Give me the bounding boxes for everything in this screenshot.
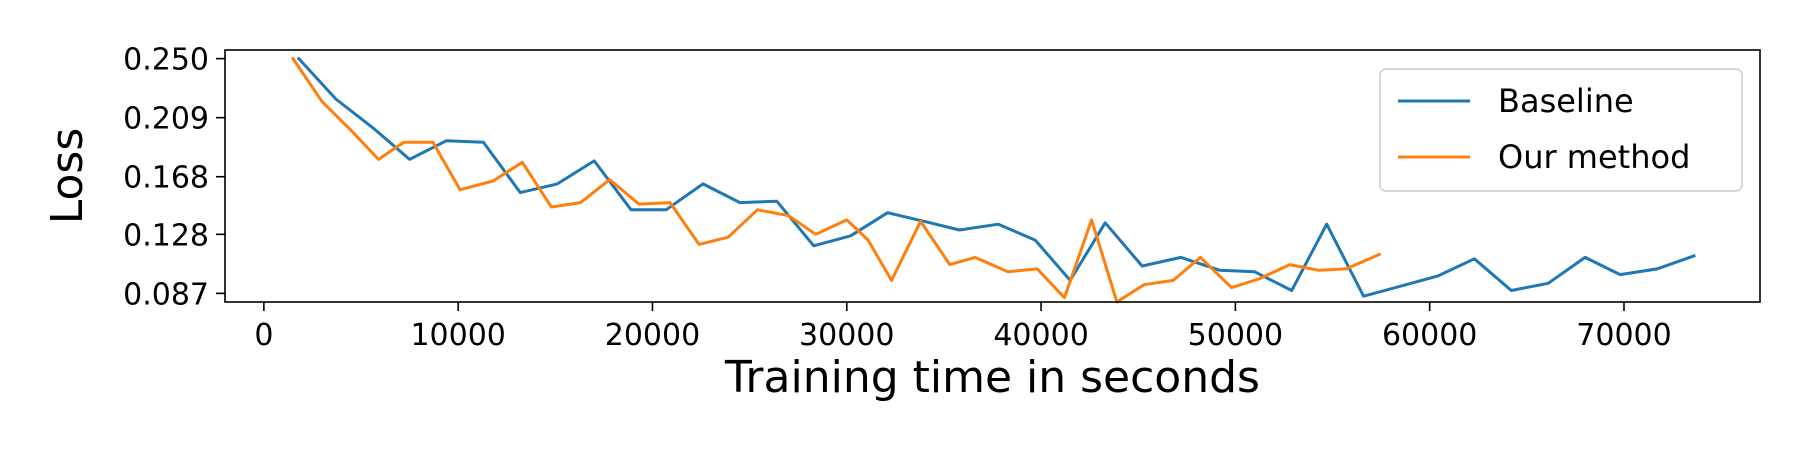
legend-box	[1379, 68, 1743, 192]
y-tick-label: 0.168	[123, 161, 209, 196]
y-tick-label: 0.250	[123, 43, 209, 78]
y-axis-label: Loss	[42, 128, 93, 225]
x-tick-label: 50000	[1188, 318, 1283, 353]
x-tick-label: 60000	[1382, 318, 1477, 353]
y-tick-label: 0.209	[123, 102, 209, 137]
x-tick-label: 20000	[605, 318, 700, 353]
x-tick-label: 40000	[993, 318, 1088, 353]
legend-label-our-method: Our method	[1498, 138, 1690, 176]
legend-entries: Baseline Our method	[1398, 82, 1690, 176]
y-tick-label: 0.087	[123, 277, 209, 312]
y-axis-ticks: 0.087 0.128 0.168 0.209 0.250	[123, 43, 225, 312]
y-tick-label: 0.128	[123, 218, 209, 253]
series-line-baseline	[296, 56, 1696, 298]
x-axis-label: Training time in seconds	[724, 352, 1260, 403]
x-axis-ticks: 0 10000 20000 30000 40000 50000 60000 70000	[254, 302, 1672, 353]
legend-label-baseline: Baseline	[1498, 82, 1634, 120]
x-tick-label: 0	[254, 318, 273, 353]
series-line-our-method	[290, 56, 1382, 304]
x-tick-label: 10000	[410, 318, 505, 353]
legend: Baseline Our method	[1379, 68, 1743, 192]
series-layer	[290, 56, 1696, 304]
x-tick-label: 30000	[799, 318, 894, 353]
x-tick-label: 70000	[1576, 318, 1671, 353]
